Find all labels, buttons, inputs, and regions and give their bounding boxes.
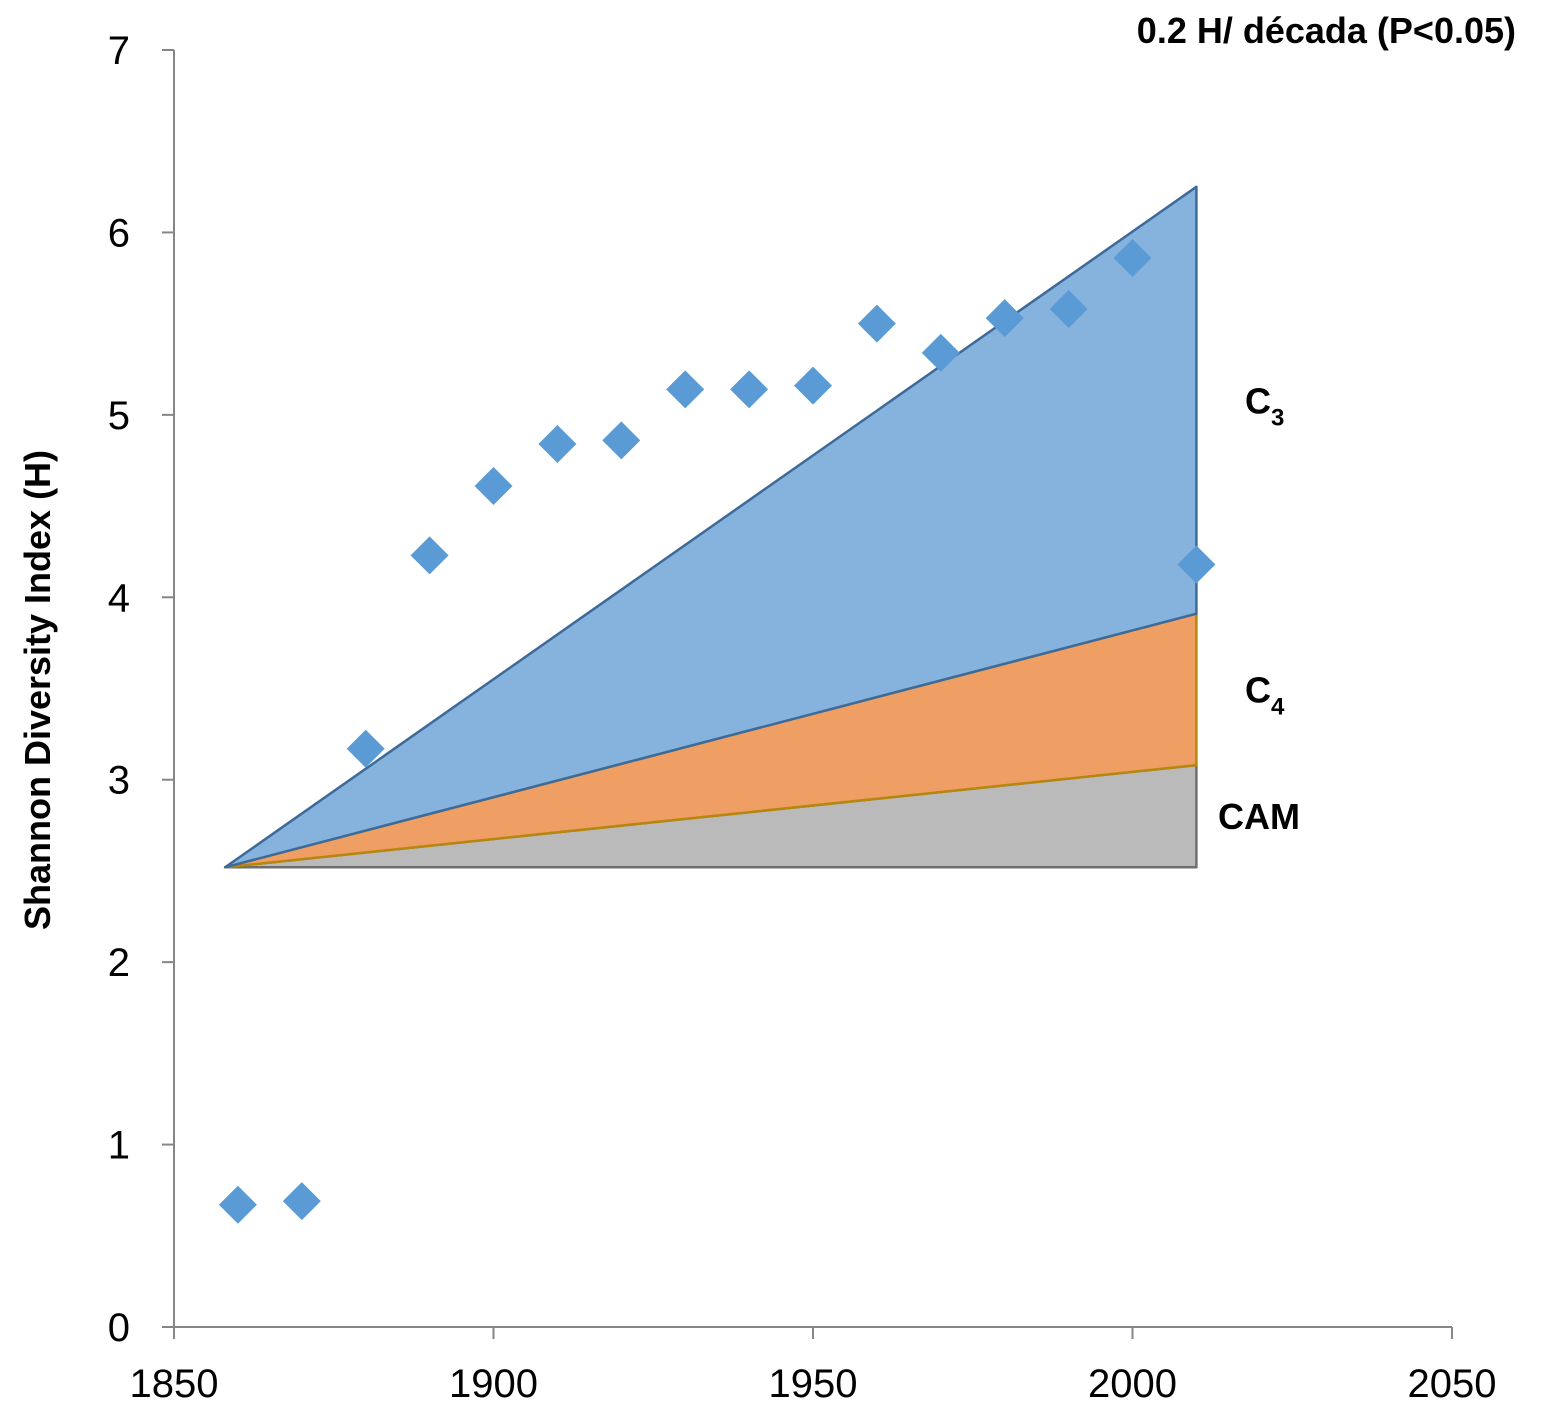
- data-point: [666, 370, 705, 409]
- x-tick-label: 1900: [449, 1362, 538, 1406]
- y-tick-label: 7: [108, 29, 130, 73]
- data-point: [794, 366, 832, 405]
- data-point: [857, 304, 896, 343]
- area-labels: CAM C4 C3: [1218, 380, 1300, 837]
- area-label-cam: CAM: [1218, 796, 1300, 837]
- area-label-c4: C4: [1245, 669, 1285, 720]
- stacked-areas: [223, 185, 1198, 869]
- area-label-c3: C3: [1245, 380, 1284, 431]
- y-tick-label: 5: [108, 394, 130, 438]
- data-point: [1177, 545, 1216, 584]
- data-points: [218, 238, 1216, 1224]
- y-tick-label: 3: [108, 759, 130, 803]
- data-point: [538, 425, 577, 464]
- data-point: [218, 1185, 257, 1224]
- chart-annotation: 0.2 H/ década (P<0.05): [1137, 10, 1516, 51]
- data-point: [282, 1182, 321, 1221]
- data-point: [1049, 290, 1088, 329]
- x-tick-label: 1850: [130, 1362, 219, 1406]
- x-tick-label: 1950: [769, 1362, 858, 1406]
- data-point: [1113, 238, 1152, 277]
- data-point: [346, 729, 385, 768]
- data-point: [410, 536, 449, 575]
- y-tick-label: 6: [108, 211, 130, 255]
- y-tick-label: 0: [108, 1306, 130, 1350]
- x-tick-label: 2000: [1088, 1362, 1177, 1406]
- y-tick-label: 1: [108, 1124, 130, 1168]
- x-tick-label: 2050: [1408, 1362, 1497, 1406]
- y-tick-label: 4: [108, 576, 130, 620]
- data-point: [921, 333, 960, 372]
- data-point: [985, 299, 1024, 338]
- data-point: [730, 370, 769, 409]
- y-axis-label: Shannon Diversity Index (H): [17, 450, 58, 930]
- data-point: [474, 467, 513, 506]
- ticks: 0 1 2 3 4 5 6 7 1850 1900 1950 2000 2050: [108, 29, 1497, 1406]
- data-point: [602, 421, 641, 460]
- y-tick-label: 2: [108, 941, 130, 985]
